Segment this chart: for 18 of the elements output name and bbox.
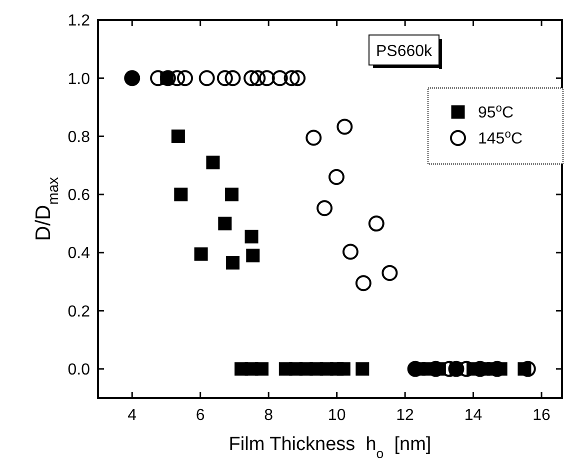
y-tick-label: 0.2 (68, 303, 90, 320)
legend-label: 95$^{o}$C (478, 102, 514, 122)
y-tick-label: 0.0 (68, 362, 90, 379)
x-tick-label: 8 (264, 407, 274, 424)
annotation: PS660k (376, 43, 434, 60)
x-tick-label: 10 (328, 407, 346, 424)
y-tick-label: 0.6 (68, 187, 90, 204)
legend-label: 145$^{o}$C (478, 128, 522, 148)
y-tick-label: 0.8 (68, 128, 90, 146)
x-tick-label: 16 (532, 407, 551, 424)
y-tick-label: 1.2 (68, 12, 90, 30)
x-tick-label: 4 (128, 407, 137, 424)
x-tick-label: 6 (196, 407, 205, 424)
x-tick-label: 14 (464, 407, 482, 424)
y-tick-label: 1.0 (68, 70, 90, 88)
x-tick-label: 12 (396, 407, 414, 424)
y-tick-label: 0.4 (68, 245, 90, 262)
x-axis-title: Film Thickness h$_{o}$ [nm] (228, 434, 432, 460)
